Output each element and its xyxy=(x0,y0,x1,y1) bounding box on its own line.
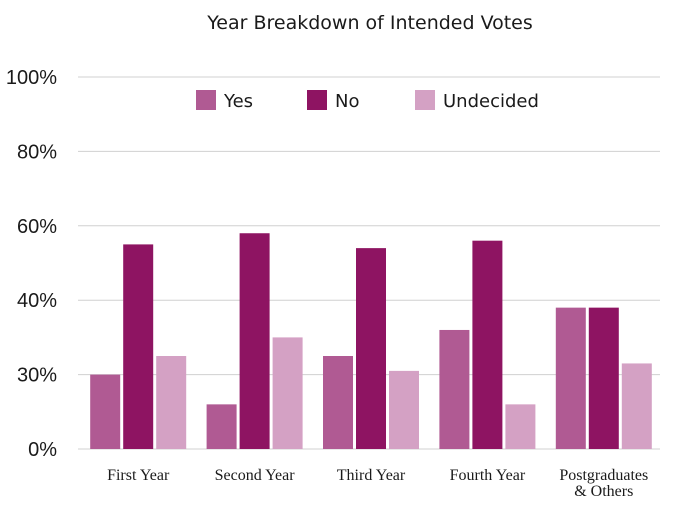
bar-undecided-4 xyxy=(505,404,536,449)
legend: Yes No Undecided xyxy=(196,90,539,112)
legend-label-no: No xyxy=(335,91,359,112)
y-tick-label: 40% xyxy=(17,290,57,312)
bar-yes-2 xyxy=(206,404,237,449)
legend-swatch-no xyxy=(307,90,327,110)
bar-yes-5 xyxy=(555,307,586,449)
x-axis-ticks: First Year Second Year Third Year Fourth Ye… xyxy=(107,467,648,500)
x-tick-label: Fourth Year xyxy=(450,467,526,484)
y-tick-label: 0% xyxy=(28,439,57,461)
x-tick-label: First Year xyxy=(107,467,170,484)
y-tick-label: 30% xyxy=(17,365,57,387)
bar-undecided-2 xyxy=(272,337,303,449)
bar-no-4 xyxy=(472,240,503,449)
bar-yes-4 xyxy=(439,329,470,449)
legend-label-yes: Yes xyxy=(223,91,253,112)
bar-no-1 xyxy=(123,244,154,449)
legend-swatch-undecided xyxy=(415,90,435,110)
y-tick-label: 80% xyxy=(17,141,57,163)
bars xyxy=(90,233,652,449)
chart-title: Year Breakdown of Intended Votes xyxy=(206,12,533,34)
bar-undecided-5 xyxy=(621,363,652,449)
bar-no-2 xyxy=(239,233,270,449)
bar-undecided-1 xyxy=(156,356,187,449)
bar-no-3 xyxy=(356,248,386,449)
bar-yes-1 xyxy=(90,374,121,449)
legend-label-undecided: Undecided xyxy=(443,91,539,112)
bar-no-5 xyxy=(588,307,619,449)
bar-undecided-3 xyxy=(389,370,419,449)
y-tick-label: 100% xyxy=(6,67,57,89)
x-tick-label: & Others xyxy=(574,483,633,500)
legend-swatch-yes xyxy=(196,90,216,110)
y-axis-ticks: 0% 30% 40% 60% 80% 100% xyxy=(6,67,57,461)
bar-yes-3 xyxy=(323,356,353,449)
x-tick-label: Third Year xyxy=(337,467,406,484)
x-tick-label: Postgraduates xyxy=(559,467,648,484)
x-tick-label: Second Year xyxy=(215,467,296,484)
y-tick-label: 60% xyxy=(17,216,57,238)
